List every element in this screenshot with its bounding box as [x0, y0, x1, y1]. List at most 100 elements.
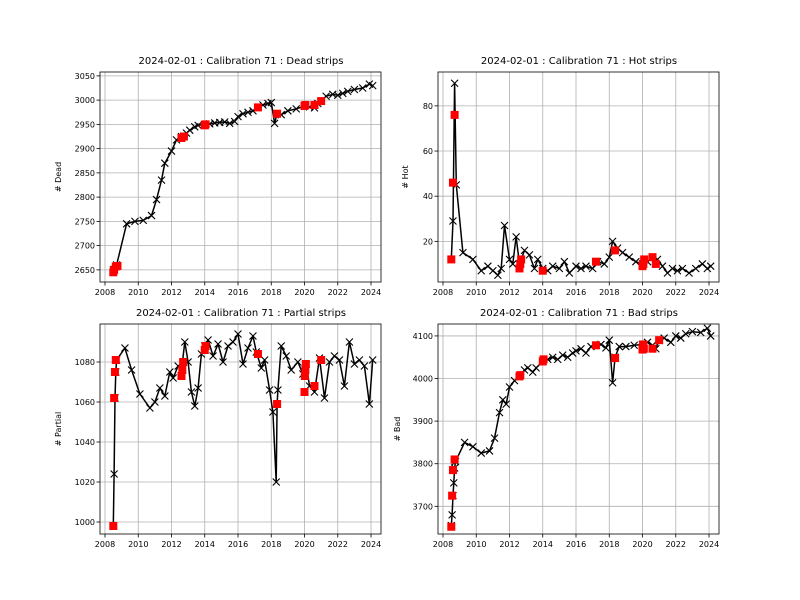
y-tick-label: 4000 [413, 375, 433, 384]
data-point [350, 360, 359, 368]
data-point [500, 221, 509, 230]
data-point [572, 346, 580, 355]
calibration-point [450, 455, 459, 464]
y-tick-label: 3700 [413, 502, 433, 511]
calibration-point [110, 368, 119, 376]
x-tick-label: 2008 [95, 288, 115, 297]
data-point [621, 342, 630, 351]
x-tick-label: 2022 [328, 540, 348, 549]
y-tick-label: 1060 [75, 398, 95, 407]
data-point [706, 262, 715, 271]
data-point [512, 232, 521, 241]
data-point [495, 408, 504, 417]
data-point [448, 510, 457, 519]
calibration-point [516, 259, 525, 268]
data-point [505, 383, 514, 391]
y-tick-label: 3800 [413, 460, 433, 469]
data-point [160, 392, 169, 400]
calibration-point [253, 103, 262, 112]
calibration-point [201, 120, 210, 129]
y-tick-label: 1020 [75, 478, 95, 487]
y-tick-label: 3050 [75, 72, 95, 81]
y-axis-label: # Partial [54, 412, 63, 446]
data-point [560, 257, 569, 266]
calibration-point [517, 255, 526, 264]
calibration-point [591, 341, 600, 350]
x-tick-label: 2018 [261, 288, 281, 297]
y-tick-label: 1000 [75, 518, 95, 527]
data-point [685, 269, 693, 277]
calibration-point [109, 522, 118, 530]
data-point [265, 386, 274, 394]
data-point [234, 330, 242, 338]
calibration-point [639, 340, 648, 349]
calibration-point [273, 109, 282, 118]
data-point [449, 478, 458, 487]
data-point [673, 266, 682, 275]
chart-title: 2024-02-01 : Calibration 71 : Dead strip… [139, 56, 344, 67]
calibration-point [639, 344, 648, 353]
calibration-point [611, 354, 620, 363]
data-point [194, 121, 202, 130]
y-tick-label: 2850 [75, 169, 95, 178]
data-point [368, 81, 377, 90]
plot-frame [99, 71, 382, 283]
data-point [525, 251, 534, 259]
data-point [160, 159, 169, 168]
calibration-point [611, 246, 620, 255]
calibration-point [648, 344, 657, 353]
x-tick-label: 2018 [599, 288, 619, 297]
data-point [671, 332, 680, 340]
data-point [239, 360, 247, 368]
data-point [225, 119, 234, 128]
data-point [588, 264, 597, 273]
x-tick-label: 2016 [228, 288, 248, 297]
data-point [270, 119, 279, 128]
data-point [703, 264, 712, 273]
data-point [493, 271, 502, 280]
data-point [333, 91, 342, 100]
x-tick-label: 2024 [361, 540, 381, 549]
bad-strips-chart: 2024-02-01 : Calibration 71 : Bad strips… [393, 308, 720, 549]
data-point [600, 260, 609, 268]
calibration-point [310, 100, 319, 109]
chart-title: 2024-02-01 : Calibration 71 : Bad strips [480, 308, 678, 319]
data-point [274, 386, 282, 394]
data-point [508, 260, 517, 268]
data-point [229, 338, 237, 346]
data-point [131, 217, 139, 226]
data-point [631, 257, 640, 266]
data-point [615, 342, 624, 351]
data-point [277, 342, 286, 350]
calibration-point [450, 110, 459, 119]
data-point [127, 366, 136, 374]
calibration-point [179, 358, 188, 366]
data-point [157, 176, 166, 185]
y-tick-label: 40 [423, 192, 433, 201]
plot-frame [437, 71, 720, 283]
calibration-point [648, 253, 657, 262]
calibration-point [110, 394, 119, 402]
x-tick-label: 2014 [195, 540, 215, 549]
data-point [260, 356, 269, 364]
x-tick-label: 2016 [566, 288, 586, 297]
data-point [565, 269, 574, 277]
x-tick-label: 2022 [666, 288, 686, 297]
y-tick-label: 4100 [413, 332, 433, 341]
data-point [355, 356, 364, 364]
x-tick-label: 2012 [499, 288, 519, 297]
data-point [548, 353, 557, 362]
data-point [706, 332, 715, 340]
data-point [469, 255, 477, 264]
dead-strips-chart: 2024-02-01 : Calibration 71 : Dead strip… [54, 56, 382, 297]
y-tick-label: 2900 [75, 145, 95, 154]
data-point [630, 341, 639, 350]
data-point [257, 364, 266, 372]
x-tick-label: 2022 [666, 540, 686, 549]
data-point [194, 384, 202, 392]
data-point [360, 362, 369, 370]
x-tick-label: 2010 [466, 288, 486, 297]
data-point [244, 108, 252, 117]
chart-title: 2024-02-01 : Calibration 71 : Hot strips [481, 56, 677, 67]
data-point [345, 338, 354, 346]
